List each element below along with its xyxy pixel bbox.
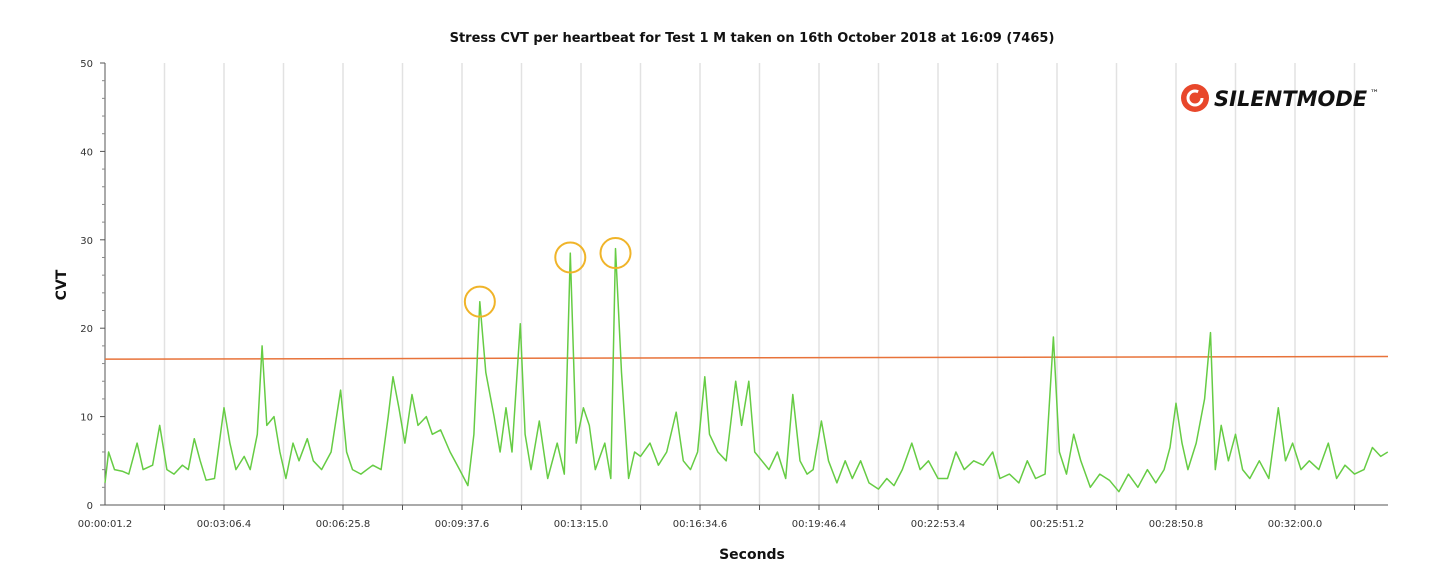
- logo-icon: [1181, 84, 1209, 112]
- highlight-circle: [554, 241, 587, 274]
- logo-text: SILENTMODE: [1214, 87, 1368, 111]
- logo-icon-ring: [1186, 89, 1204, 107]
- x-tick-label: 00:16:34.6: [673, 519, 727, 530]
- logo-tm: ™: [1370, 89, 1379, 99]
- threshold-line: [104, 355, 1389, 360]
- x-tick-label: 00:03:06.4: [197, 519, 251, 530]
- series-line-cvt: [104, 247, 1389, 493]
- x-axis-label: Seconds: [719, 547, 785, 563]
- grid: [163, 63, 1356, 505]
- threshold-layer: [104, 355, 1389, 360]
- x-tick-label: 00:09:37.6: [435, 519, 489, 530]
- x-tick-label: 00:06:25.8: [316, 519, 370, 530]
- y-tick-label: 10: [80, 413, 93, 424]
- axes: 0 10 20 30 40 50 00:00:01.2 00:03:06.4 00:06:25.…: [78, 59, 1388, 530]
- y-tick-label: 50: [80, 59, 93, 70]
- x-tick-label: 00:19:46.4: [792, 519, 846, 530]
- silentmode-logo: SILENTMODE ™: [1181, 84, 1379, 112]
- x-tick-label: 00:28:50.8: [1149, 519, 1203, 530]
- x-tick-label: 00:00:01.2: [78, 519, 132, 530]
- y-tick-label: 30: [80, 236, 93, 247]
- x-tick-label: 00:22:53.4: [911, 519, 965, 530]
- y-axis-label: CVT: [54, 269, 70, 300]
- y-tick-label: 0: [87, 501, 93, 512]
- highlight-circle: [599, 237, 632, 270]
- x-tick-label: 00:32:00.0: [1268, 519, 1322, 530]
- highlight-circle: [463, 285, 496, 318]
- y-tick-label: 20: [80, 324, 93, 335]
- chart-title: Stress CVT per heartbeat for Test 1 M ta…: [450, 31, 1055, 46]
- y-tick-label: 40: [80, 147, 93, 158]
- series-layer: [104, 247, 1389, 493]
- annotations-layer: [463, 237, 632, 318]
- x-tick-label: 00:13:15.0: [554, 519, 608, 530]
- x-tick-label: 00:25:51.2: [1030, 519, 1084, 530]
